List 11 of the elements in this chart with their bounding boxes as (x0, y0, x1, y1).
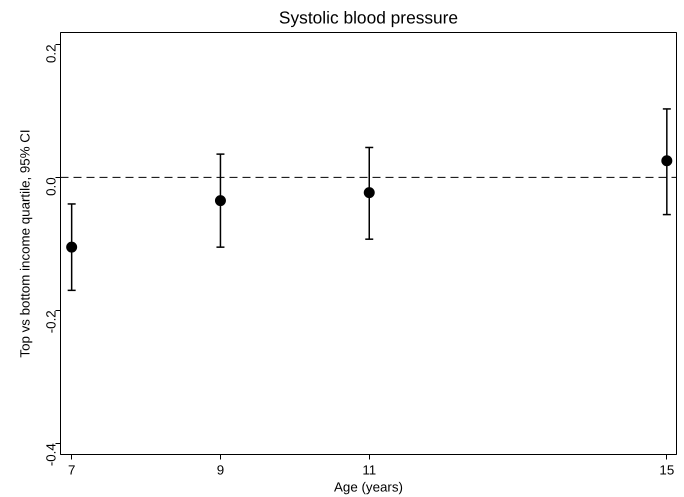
y-tick-label: -0.4 (44, 442, 58, 466)
y-tick-label: 0.0 (44, 177, 58, 196)
x-axis-title: Age (years) (334, 480, 403, 494)
chart-title: Systolic blood pressure (278, 8, 458, 28)
x-tick-label: 15 (659, 462, 674, 478)
x-tick-label: 7 (68, 462, 76, 478)
y-axis-title: Top vs bottom income quartile, 95% CI (18, 129, 32, 358)
x-tick-label: 11 (362, 462, 376, 478)
y-tick-label: 0.2 (44, 44, 58, 63)
x-tick-label: 9 (216, 462, 224, 478)
y-tick-label: -0.2 (44, 310, 58, 334)
